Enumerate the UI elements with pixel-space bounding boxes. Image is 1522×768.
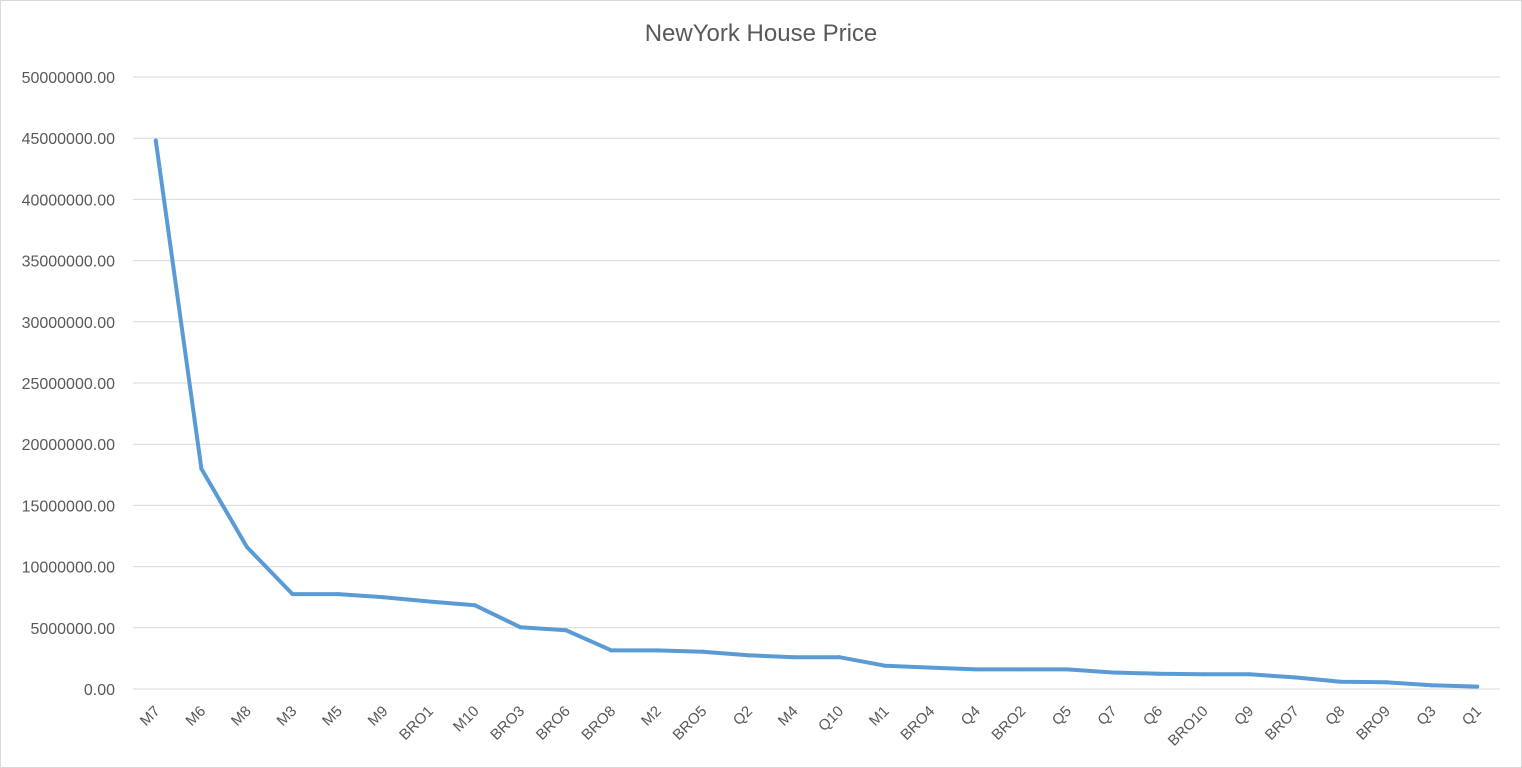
x-axis-tick-labels: M7 M6 M8 M3 M5 M9 BRO1 M10 BRO3 BRO6 BRO8 M2 BRO5 Q2 M… xyxy=(137,703,1485,750)
y-tick-label: 20000000.00 xyxy=(22,437,116,454)
data-point xyxy=(700,649,705,654)
data-point xyxy=(882,663,887,668)
x-tick-label: Q7 xyxy=(1094,703,1120,729)
data-point xyxy=(199,466,204,471)
data-point xyxy=(609,648,614,653)
y-tick-label: 45000000.00 xyxy=(22,131,116,148)
data-point xyxy=(1247,672,1252,677)
x-tick-label: M9 xyxy=(365,703,392,730)
data-point xyxy=(563,628,568,633)
data-point xyxy=(791,655,796,660)
data-point xyxy=(381,595,386,600)
y-tick-label: 30000000.00 xyxy=(22,315,116,332)
x-tick-label: M4 xyxy=(775,703,802,730)
x-tick-label: Q4 xyxy=(958,703,984,729)
series-line xyxy=(153,138,1480,689)
data-point xyxy=(973,667,978,672)
data-point xyxy=(1338,679,1343,684)
x-tick-label: M2 xyxy=(638,703,665,730)
x-tick-label: Q8 xyxy=(1322,703,1348,729)
x-tick-label: Q9 xyxy=(1231,703,1257,729)
x-tick-label: BRO5 xyxy=(669,703,710,744)
y-tick-label: 25000000.00 xyxy=(22,376,116,393)
x-tick-label: BRO8 xyxy=(578,703,619,744)
data-point xyxy=(290,592,295,597)
x-tick-label: BRO3 xyxy=(487,703,528,744)
data-point xyxy=(427,599,432,604)
data-point xyxy=(1429,683,1434,688)
y-tick-label: 40000000.00 xyxy=(22,192,116,209)
x-tick-label: M5 xyxy=(319,703,346,730)
data-point xyxy=(746,653,751,658)
data-point xyxy=(1475,684,1480,689)
y-tick-label: 10000000.00 xyxy=(22,560,116,577)
x-tick-label: M6 xyxy=(182,703,209,730)
data-point xyxy=(518,625,523,630)
x-tick-label: BRO6 xyxy=(533,703,574,744)
x-tick-label: BRO10 xyxy=(1165,703,1212,750)
data-point xyxy=(1019,667,1024,672)
x-tick-label: BRO2 xyxy=(988,703,1029,744)
x-tick-label: BRO1 xyxy=(396,703,437,744)
data-point xyxy=(1110,670,1115,675)
data-point xyxy=(837,655,842,660)
y-tick-label: 35000000.00 xyxy=(22,254,116,271)
data-point xyxy=(655,648,660,653)
data-point xyxy=(1065,667,1070,672)
data-point xyxy=(472,603,477,608)
data-point xyxy=(1384,680,1389,685)
x-tick-label: Q2 xyxy=(730,703,756,729)
y-axis-tick-labels: 0.00 5000000.00 10000000.00 15000000.00 2000… xyxy=(22,70,116,699)
x-tick-label: BRO4 xyxy=(897,703,938,744)
x-tick-label: Q3 xyxy=(1413,703,1439,729)
y-tick-label: 50000000.00 xyxy=(22,70,116,87)
chart-title: NewYork House Price xyxy=(644,20,878,47)
data-point xyxy=(244,545,249,550)
y-tick-label: 0.00 xyxy=(84,682,115,699)
data-point xyxy=(928,665,933,670)
x-tick-label: Q1 xyxy=(1459,703,1485,729)
x-tick-label: BRO7 xyxy=(1262,703,1303,744)
x-tick-label: BRO9 xyxy=(1353,703,1394,744)
x-tick-label: M1 xyxy=(866,703,893,730)
data-point xyxy=(153,138,158,143)
data-point xyxy=(1201,672,1206,677)
x-tick-label: Q6 xyxy=(1140,703,1166,729)
x-tick-label: M7 xyxy=(137,703,164,730)
data-point xyxy=(1156,671,1161,676)
data-point xyxy=(336,592,341,597)
x-tick-label: Q5 xyxy=(1049,703,1075,729)
series-group xyxy=(153,138,1480,689)
x-tick-label: M3 xyxy=(274,703,301,730)
y-tick-label: 15000000.00 xyxy=(22,498,116,515)
x-tick-label: M10 xyxy=(450,703,483,736)
x-tick-label: M8 xyxy=(228,703,255,730)
gridlines xyxy=(133,76,1500,690)
x-tick-label: Q10 xyxy=(815,703,847,735)
y-tick-label: 5000000.00 xyxy=(30,621,115,638)
data-point xyxy=(1292,675,1297,680)
